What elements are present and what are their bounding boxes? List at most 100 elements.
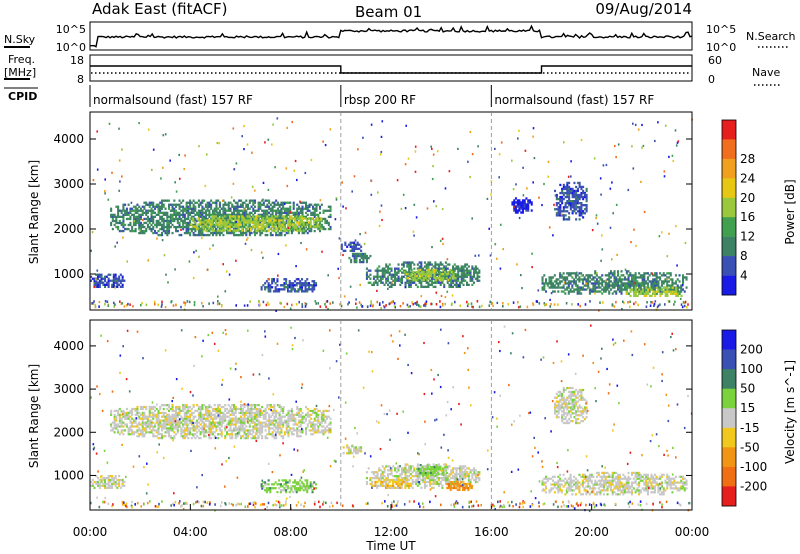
echo-cell	[234, 201, 237, 204]
echo-cell	[285, 209, 288, 212]
echo-cell	[113, 421, 116, 424]
ground-speck	[123, 305, 126, 308]
echo-cell	[560, 280, 563, 283]
echo-cell	[569, 282, 572, 285]
echo-cell	[107, 285, 110, 289]
echo-cell	[358, 252, 361, 256]
echo-cell	[385, 281, 388, 284]
echo-cell	[199, 203, 202, 206]
echo-cell	[117, 431, 120, 434]
echo-cell	[236, 211, 239, 215]
echo-cell	[122, 205, 125, 208]
echo-cell	[241, 223, 244, 227]
echo-cell	[243, 421, 246, 424]
echo-cell	[420, 263, 423, 266]
echo-cell	[201, 217, 204, 221]
echo-cell	[196, 219, 199, 223]
echo-cell	[606, 274, 609, 277]
echo-cell	[313, 225, 316, 228]
echo-cell	[354, 243, 357, 246]
noise-speck	[404, 207, 407, 210]
echo-cell	[462, 271, 465, 274]
echo-cell	[553, 274, 556, 277]
echo-cell	[175, 213, 178, 217]
echo-cell	[138, 427, 141, 430]
echo-cell	[217, 437, 220, 440]
echo-cell	[229, 417, 232, 420]
echo-cell	[269, 231, 272, 235]
echo-cell	[218, 419, 221, 422]
echo-cell	[636, 294, 639, 298]
echo-cell	[585, 210, 588, 213]
echo-cell	[257, 219, 260, 223]
ground-speck	[304, 302, 307, 305]
echo-cell	[306, 282, 309, 285]
echo-cell	[446, 263, 449, 266]
echo-cell	[633, 292, 636, 296]
echo-cell	[645, 280, 648, 283]
ground-speck	[651, 301, 654, 304]
echo-cell	[166, 211, 169, 215]
echo-cell	[264, 407, 267, 411]
echo-cell	[462, 269, 465, 272]
echo-cell	[168, 219, 171, 223]
noise-speck	[471, 217, 473, 220]
echo-cell	[208, 211, 211, 215]
echo-cell	[161, 205, 164, 208]
noise-speck	[488, 227, 490, 230]
echo-cell	[466, 267, 469, 270]
echo-cell	[282, 205, 285, 208]
noise-speck	[232, 127, 235, 130]
echo-cell	[460, 277, 463, 280]
echo-cell	[241, 221, 244, 225]
echo-cell	[473, 269, 476, 272]
echo-cell	[162, 205, 165, 208]
echo-cell	[566, 181, 569, 185]
echo-cell	[369, 277, 372, 280]
echo-cell	[139, 223, 142, 227]
echo-cell	[146, 203, 149, 206]
echo-cell	[197, 231, 200, 235]
echo-cell	[280, 421, 283, 424]
echo-cell	[631, 284, 634, 287]
noise-speck	[175, 190, 178, 193]
echo-cell	[283, 201, 286, 204]
ground-speck	[193, 301, 196, 304]
echo-cell	[148, 415, 151, 418]
echo-cell	[222, 405, 225, 409]
echo-cell	[237, 215, 240, 218]
echo-cell	[185, 415, 188, 418]
echo-cell	[220, 227, 223, 230]
echo-cell	[554, 208, 557, 211]
echo-cell	[209, 225, 212, 228]
echo-cell	[574, 272, 577, 275]
echo-cell	[146, 215, 149, 219]
echo-cell	[301, 225, 304, 228]
echo-cell	[278, 431, 281, 434]
echo-cell	[148, 227, 151, 231]
echo-cell	[299, 211, 302, 215]
echo-cell	[455, 267, 458, 270]
echo-cell	[662, 274, 665, 277]
echo-cell	[248, 227, 251, 231]
echo-cell	[452, 270, 455, 274]
echo-cell	[422, 267, 425, 270]
echo-cell	[243, 211, 246, 215]
echo-cell	[243, 433, 246, 436]
echo-cell	[518, 203, 521, 206]
ground-speck	[538, 302, 541, 305]
echo-cell	[269, 233, 272, 237]
echo-cell	[625, 284, 628, 287]
echo-cell	[192, 404, 195, 407]
echo-cell	[204, 219, 207, 222]
echo-cell	[166, 417, 169, 420]
noise-speck	[154, 231, 156, 234]
echo-cell	[255, 413, 258, 416]
echo-cell	[318, 225, 321, 228]
echo-cell	[441, 263, 444, 266]
noise-speck	[147, 259, 149, 262]
echo-cell	[206, 425, 209, 428]
noise-speck	[675, 144, 678, 147]
echo-cell	[283, 229, 286, 232]
echo-cell	[262, 213, 265, 217]
